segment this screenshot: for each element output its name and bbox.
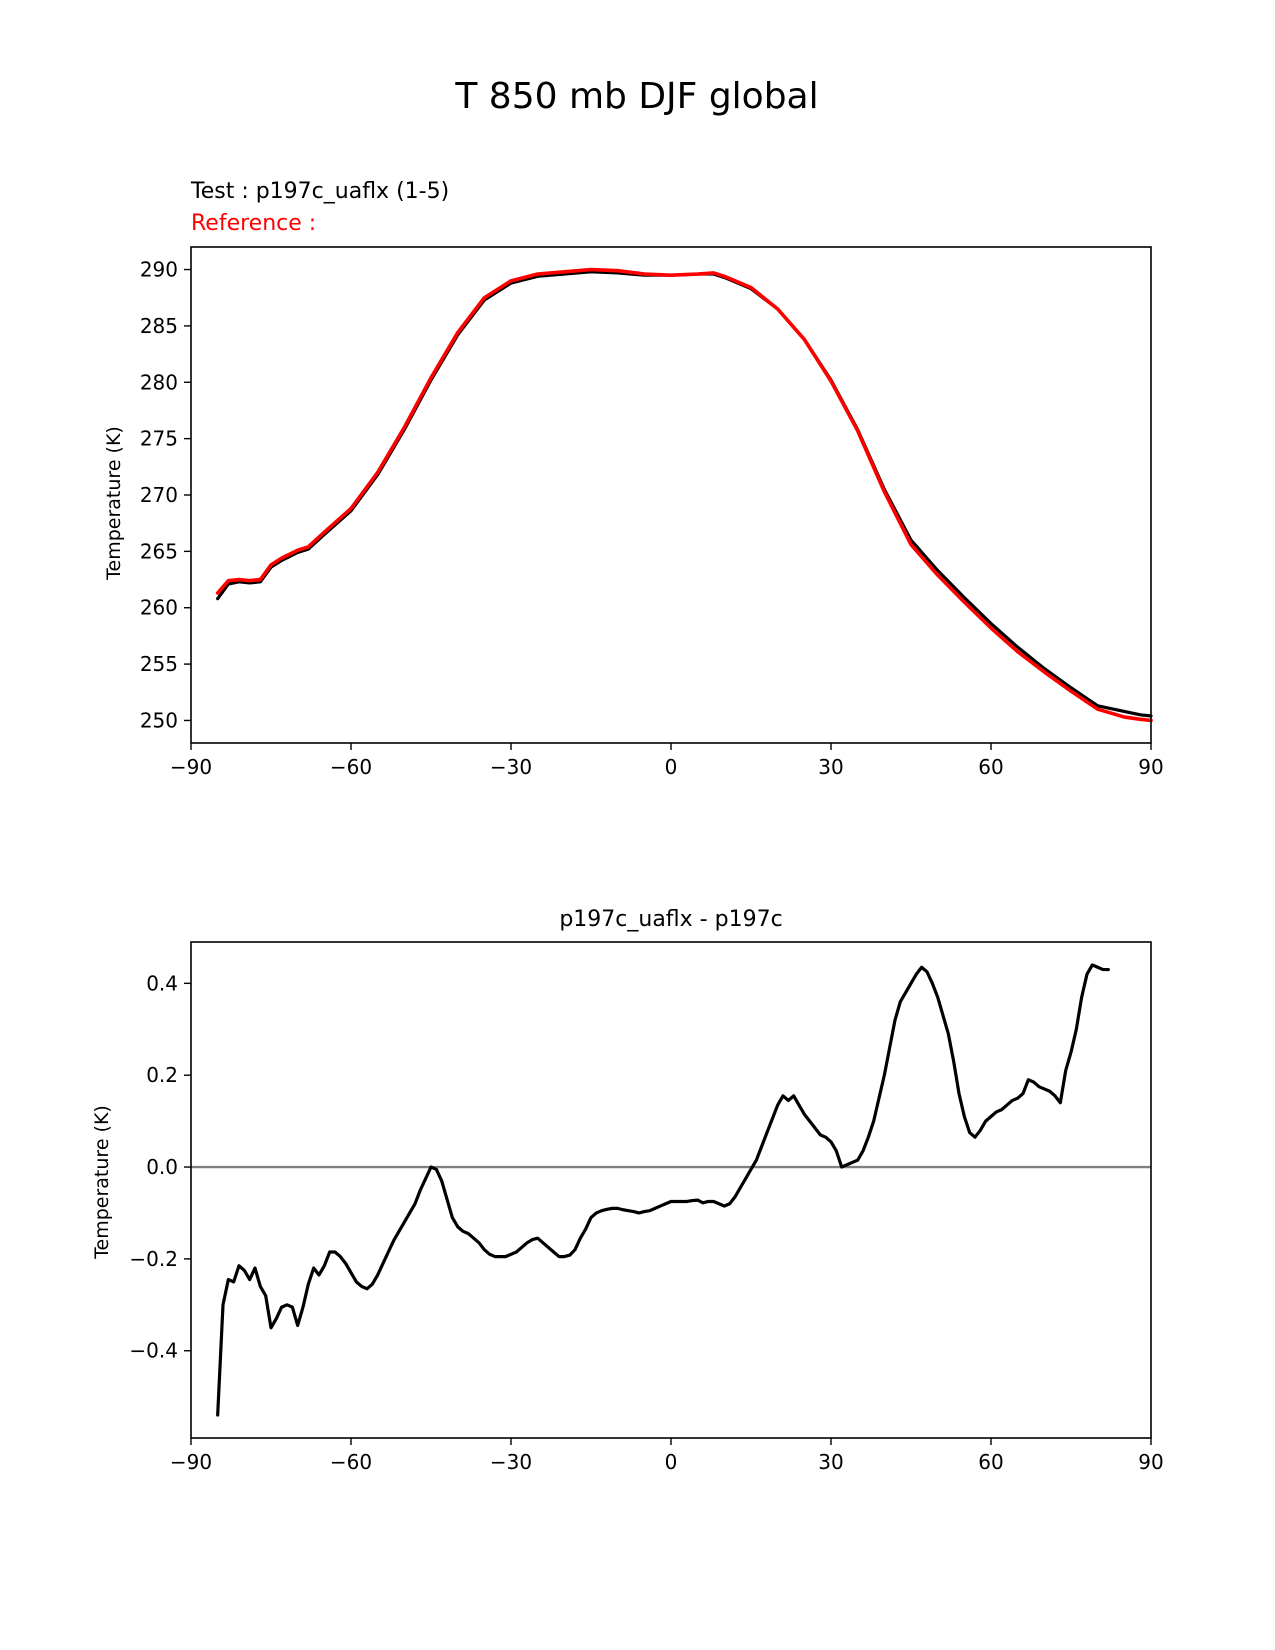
top-y-tick-label: 280 xyxy=(140,370,178,394)
bottom-y-tick-label: −0.4 xyxy=(129,1339,178,1363)
bottom-y-axis-label: Temperature (K) xyxy=(91,1105,113,1260)
bottom-y-tick-label: 0.4 xyxy=(146,971,178,995)
top-x-tick-label: −90 xyxy=(170,755,212,779)
top-y-axis-label: Temperature (K) xyxy=(103,426,125,581)
bottom-x-tick-label: 0 xyxy=(665,1450,678,1474)
top-y-tick-label: 255 xyxy=(140,652,178,676)
top-x-tick-label: 90 xyxy=(1138,755,1163,779)
bottom-panel: p197c_uaflx - p197c Temperature (K) −90 −… xyxy=(91,907,1164,1474)
bottom-y-tick-label: −0.2 xyxy=(129,1247,178,1271)
bottom-x-tick-label: −60 xyxy=(330,1450,372,1474)
top-y-tick-label: 250 xyxy=(140,708,178,732)
figure-title: T 850 mb DJF global xyxy=(454,76,818,117)
bottom-x-tick-label: 90 xyxy=(1138,1450,1163,1474)
reference-series-line xyxy=(215,267,1153,723)
top-y-tick-label: 275 xyxy=(140,427,178,451)
top-x-tick-label: −30 xyxy=(490,755,532,779)
top-y-tick-label: 265 xyxy=(140,539,178,563)
bottom-x-tick-label: −30 xyxy=(490,1450,532,1474)
bottom-y-tick-label: 0.0 xyxy=(146,1155,178,1179)
bottom-y-tick-label: 0.2 xyxy=(146,1063,178,1087)
test-series-line xyxy=(216,270,1153,718)
top-x-tick-label: 0 xyxy=(665,755,678,779)
reference-title: Reference : xyxy=(191,211,316,236)
top-y-tick-label: 290 xyxy=(140,258,178,282)
bottom-x-tick-label: 60 xyxy=(978,1450,1003,1474)
bottom-x-tick-label: 30 xyxy=(818,1450,843,1474)
top-x-tick-label: 60 xyxy=(978,755,1003,779)
top-y-tick-label: 270 xyxy=(140,483,178,507)
top-x-tick-label: −60 xyxy=(330,755,372,779)
bottom-plot-frame xyxy=(190,941,1152,1439)
top-y-tick-label: 260 xyxy=(140,596,178,620)
top-plot-frame xyxy=(190,246,1152,744)
test-title: Test : p197c_uaflx (1-5) xyxy=(190,179,449,204)
difference-title: p197c_uaflx - p197c xyxy=(559,907,782,932)
difference-series-line xyxy=(216,963,1110,1417)
top-x-tick-label: 30 xyxy=(818,755,843,779)
top-y-tick-label: 285 xyxy=(140,314,178,338)
bottom-x-tick-label: −90 xyxy=(170,1450,212,1474)
top-panel: Test : p197c_uaflx (1-5) Reference : Tem… xyxy=(103,179,1164,779)
